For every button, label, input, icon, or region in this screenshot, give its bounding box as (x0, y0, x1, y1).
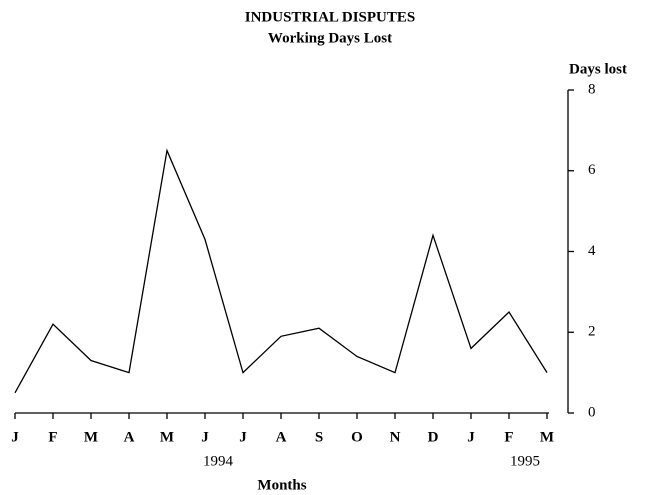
chart-title: INDUSTRIAL DISPUTES (245, 9, 415, 25)
y-tick-label: 6 (588, 162, 596, 178)
x-tick-label: J (11, 429, 19, 445)
x-tick-label: F (504, 429, 513, 445)
year-label: 1994 (203, 453, 234, 469)
y-tick-label: 2 (588, 324, 596, 340)
x-tick-label: M (540, 429, 554, 445)
y-tick-label: 4 (588, 243, 596, 259)
x-tick-label: M (84, 429, 98, 445)
x-axis-label: Months (257, 477, 306, 493)
x-tick-label: O (351, 429, 363, 445)
y-axis-label: Days lost (569, 61, 627, 77)
x-tick-label: F (48, 429, 57, 445)
x-tick-label: A (124, 429, 135, 445)
x-tick-label: N (390, 429, 401, 445)
x-tick-label: M (160, 429, 174, 445)
x-tick-label: S (315, 429, 323, 445)
y-tick-label: 0 (588, 404, 596, 420)
y-tick-label: 8 (588, 81, 596, 97)
x-tick-label: J (201, 429, 209, 445)
data-line (14, 148, 548, 394)
x-tick-label: J (239, 429, 247, 445)
x-tick-label: D (428, 429, 439, 445)
chart-subtitle: Working Days Lost (268, 30, 392, 46)
year-label: 1995 (510, 453, 540, 469)
x-tick-label: A (276, 429, 287, 445)
x-tick-label: J (467, 429, 475, 445)
